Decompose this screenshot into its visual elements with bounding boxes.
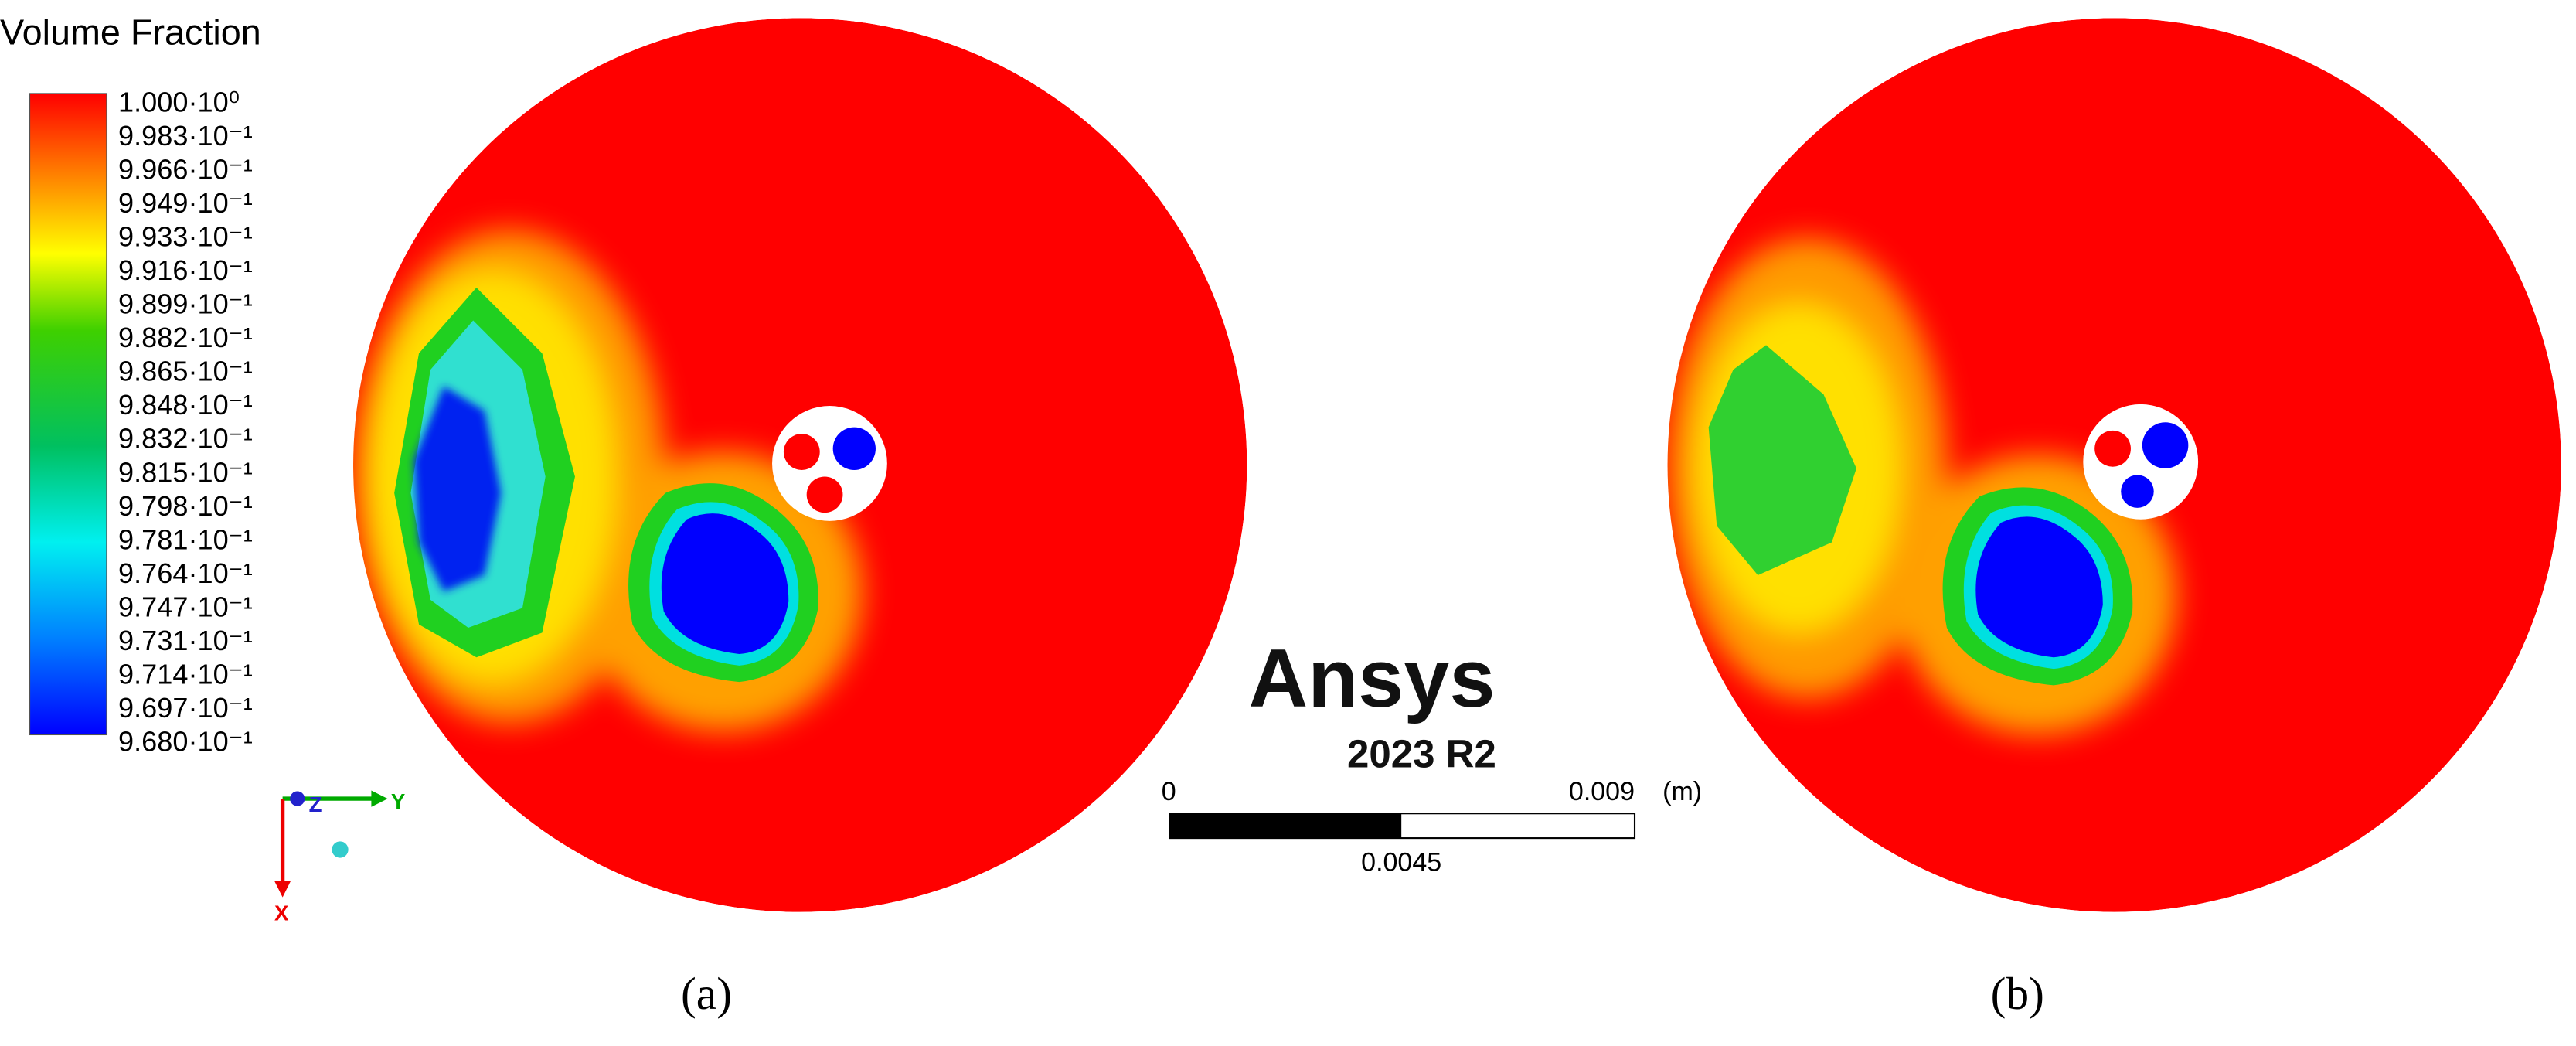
tube [2142,422,2189,468]
caption: (a) [681,968,732,1019]
logo-name: Ansys [1248,632,1495,724]
colorbar-label: 9.899·10⁻¹ [118,288,253,320]
contour-b [1667,18,2561,912]
axis-x-label: X [274,901,289,925]
region [1975,516,2103,658]
colorbar-label: 9.983·10⁻¹ [118,120,253,152]
colorbar-label: 9.865·10⁻¹ [118,356,253,387]
triad-dot [332,841,349,858]
tube [783,434,820,470]
tube [2094,430,2131,467]
colorbar-label: 9.798·10⁻¹ [118,490,253,522]
colorbar-label: 9.848·10⁻¹ [118,389,253,421]
region [1708,345,1856,575]
scale-bar-half [1169,813,1402,839]
colorbar-label: 9.882·10⁻¹ [118,322,253,353]
colorbar-label: 9.949·10⁻¹ [118,187,253,219]
colorbar-labels: 1.000·10⁰9.983·10⁻¹9.966·10⁻¹9.949·10⁻¹9… [118,87,253,758]
tube [806,476,843,513]
tube [832,427,876,470]
caption: (b) [1991,968,2044,1019]
colorbar-label: 9.731·10⁻¹ [118,625,253,656]
axis-z [290,791,305,806]
scale-middle: 0.0045 [1361,848,1441,877]
colorbar-label: 9.781·10⁻¹ [118,523,253,555]
colorbar-label: 9.933·10⁻¹ [118,221,253,253]
colorbar [29,93,108,736]
region [661,513,789,655]
logo-version: 2023 R2 [1347,732,1496,776]
axis-z-label: Z [309,792,322,816]
colorbar-label: 9.832·10⁻¹ [118,423,253,455]
axis-y-label: Y [391,789,405,813]
colorbar-label: 9.815·10⁻¹ [118,456,253,488]
colorbar-label: 9.764·10⁻¹ [118,557,253,589]
arrow [371,790,388,807]
legend-title: Volume Fraction [0,12,261,52]
region [413,386,502,592]
colorbar-label: 9.714·10⁻¹ [118,658,253,690]
tube [2121,475,2154,508]
colorbar-label: 9.747·10⁻¹ [118,591,253,622]
colorbar-label: 9.966·10⁻¹ [118,154,253,186]
colorbar-label: 9.916·10⁻¹ [118,254,253,286]
scale-unit: (m) [1662,777,1702,806]
colorbar-label: 9.697·10⁻¹ [118,692,253,724]
colorbar-label: 1.000·10⁰ [118,87,240,118]
arrow [274,881,291,898]
scale-end: 0.009 [1569,777,1635,806]
contour-a [353,18,1247,912]
colorbar-label: 9.680·10⁻¹ [118,725,253,757]
scale-start: 0 [1162,777,1176,806]
